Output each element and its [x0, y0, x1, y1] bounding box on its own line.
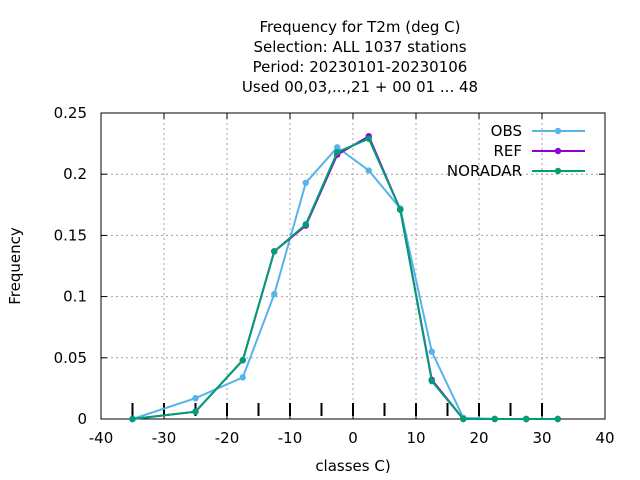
- x-tick-label: 0: [348, 429, 358, 447]
- data-point: [460, 415, 467, 423]
- data-point: [428, 348, 435, 355]
- title-line: Used 00,03,...,21 + 00 01 ... 48: [242, 78, 478, 96]
- x-tick-label: 20: [469, 429, 488, 447]
- data-point: [491, 415, 498, 423]
- x-axis-label: classes C): [315, 457, 390, 475]
- title-line: Selection: ALL 1037 stations: [253, 38, 466, 56]
- y-tick-label: 0: [77, 410, 87, 428]
- series: [129, 133, 561, 423]
- title-line: Period: 20230101-20230106: [253, 58, 468, 76]
- legend-swatch-marker: [554, 127, 562, 135]
- legend-label: NORADAR: [447, 162, 522, 180]
- data-point: [302, 179, 309, 186]
- legend-swatch-marker: [554, 167, 562, 175]
- data-point: [271, 290, 278, 298]
- y-tick-label: 0.25: [54, 104, 87, 122]
- data-point: [192, 394, 199, 402]
- data-point: [271, 248, 278, 255]
- legend-label: OBS: [491, 122, 522, 140]
- data-point: [523, 415, 530, 423]
- y-axis-label: Frequency: [6, 227, 24, 305]
- x-tick-label: -20: [215, 429, 240, 447]
- data-point: [334, 144, 341, 151]
- y-tick-label: 0.15: [54, 226, 87, 244]
- y-tick-labels: 0 0.05 0.1 0.15 0.2 0.25: [54, 104, 87, 428]
- x-tick-label: 40: [595, 429, 614, 447]
- x-tick-label: 10: [406, 429, 425, 447]
- data-point: [302, 221, 309, 228]
- data-point: [334, 148, 341, 156]
- x-tick-label: -30: [152, 429, 177, 447]
- y-tick-label: 0.2: [63, 165, 87, 183]
- x-tick-label: 30: [532, 429, 551, 447]
- data-point: [554, 415, 561, 423]
- data-point: [192, 408, 199, 415]
- y-tick-label: 0.1: [63, 288, 87, 306]
- legend-label: REF: [493, 142, 522, 160]
- data-point: [239, 357, 246, 364]
- x-tick-label: -10: [278, 429, 303, 447]
- data-point: [397, 206, 404, 213]
- data-point: [365, 135, 372, 142]
- data-point: [239, 374, 246, 381]
- legend-swatch-marker: [554, 147, 562, 155]
- series-obs: [129, 144, 561, 423]
- grid: [101, 113, 605, 419]
- series-noradar: [129, 135, 561, 423]
- chart-title: Frequency for T2m (deg C) Selection: ALL …: [242, 18, 478, 96]
- series-line: [132, 137, 558, 420]
- legend: OBS REF NORADAR: [447, 122, 585, 180]
- title-line: Frequency for T2m (deg C): [260, 18, 461, 36]
- series-line: [132, 145, 558, 420]
- data-point: [428, 377, 435, 385]
- y-tick-label: 0.05: [54, 349, 87, 367]
- x-tick-label: -40: [89, 429, 114, 447]
- data-point: [365, 167, 372, 174]
- x-tick-labels: -40 -30 -20 -10 0 10 20 30 40: [89, 429, 615, 447]
- data-point: [129, 415, 136, 423]
